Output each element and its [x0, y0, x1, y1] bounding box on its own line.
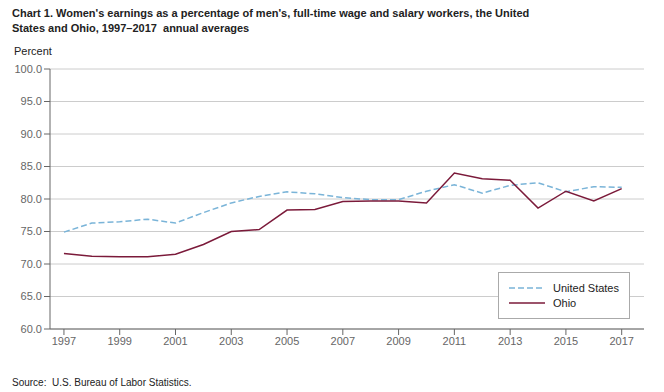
- svg-text:1999: 1999: [107, 335, 131, 347]
- svg-text:75.0: 75.0: [21, 225, 42, 237]
- svg-text:95.0: 95.0: [21, 95, 42, 107]
- svg-text:85.0: 85.0: [21, 160, 42, 172]
- svg-text:2001: 2001: [163, 335, 187, 347]
- svg-text:100.0: 100.0: [14, 63, 42, 75]
- svg-text:65.0: 65.0: [21, 290, 42, 302]
- svg-text:2017: 2017: [609, 335, 633, 347]
- svg-text:2003: 2003: [219, 335, 243, 347]
- html-text:Percent: Percent: [14, 44, 52, 57]
- svg-text:2009: 2009: [386, 335, 410, 347]
- svg-text:2013: 2013: [498, 335, 522, 347]
- svg-text:2005: 2005: [275, 335, 299, 347]
- svg-text:2011: 2011: [443, 335, 467, 347]
- html-text:Chart 1. Women's earnings as a: Chart 1. Women's earnings as a percentag…: [12, 7, 530, 19]
- svg-text:2007: 2007: [331, 335, 355, 347]
- svg-text:2015: 2015: [554, 335, 578, 347]
- html-text:United States: United States: [553, 281, 619, 294]
- svg-text:70.0: 70.0: [21, 258, 42, 270]
- html-text:States and Ohio, 1997–2017 ann: States and Ohio, 1997–2017 annual averag…: [12, 22, 250, 35]
- svg-text:90.0: 90.0: [21, 128, 42, 140]
- svg-text:60.0: 60.0: [21, 323, 42, 335]
- svg-text:1997: 1997: [52, 335, 76, 347]
- svg-text:80.0: 80.0: [21, 193, 42, 205]
- html-text:Source: U.S. Bureau of Labor S: Source: U.S. Bureau of Labor Statistics.: [12, 377, 192, 388]
- html-text:Ohio: Ohio: [553, 296, 577, 309]
